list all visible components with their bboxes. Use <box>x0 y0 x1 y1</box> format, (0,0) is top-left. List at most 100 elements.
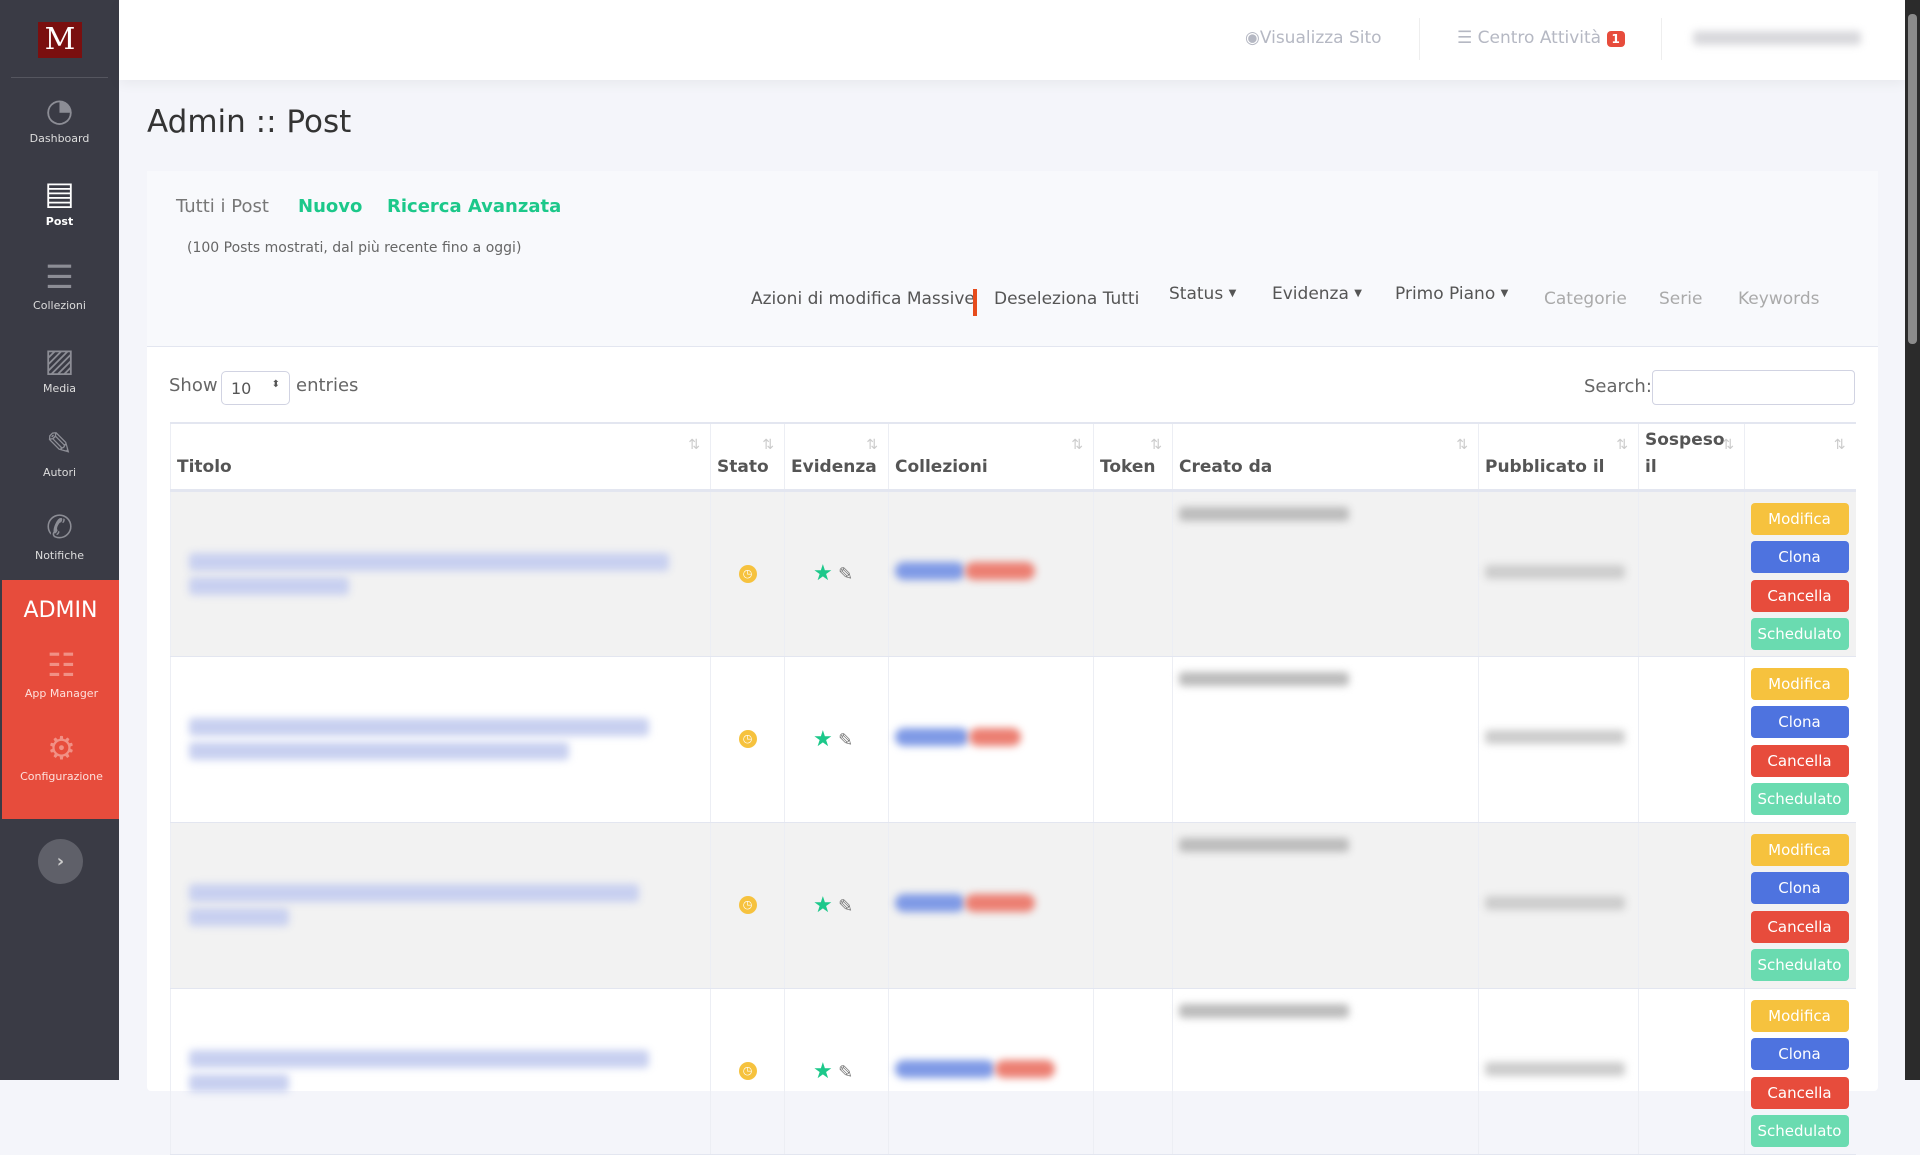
title-cell[interactable] <box>170 822 711 989</box>
sort-icon: ⇅ <box>1071 437 1083 453</box>
clone-button[interactable]: Clona <box>1750 541 1849 574</box>
images-icon: ▨ <box>44 341 75 379</box>
scheduled-button[interactable]: Schedulato <box>1750 1115 1849 1148</box>
search-input[interactable] <box>1652 370 1855 405</box>
highlighter-icon[interactable]: ✎ <box>838 1061 854 1083</box>
tab-new[interactable]: Nuovo <box>298 196 363 217</box>
scheduled-button[interactable]: Schedulato <box>1750 783 1849 816</box>
status-dropdown[interactable]: Status ▼ <box>1169 284 1236 304</box>
star-icon[interactable]: ★ <box>813 726 833 752</box>
scrollbar-thumb[interactable] <box>1908 14 1917 344</box>
evidenza-cell: ★ ✎ <box>784 490 889 657</box>
logo[interactable]: M <box>38 22 82 58</box>
primo-piano-dropdown[interactable]: Primo Piano ▼ <box>1395 284 1508 304</box>
view-site-link[interactable]: ◉Visualizza Sito <box>1245 28 1382 48</box>
sidebar-item-media[interactable]: ▨ Media <box>0 342 119 395</box>
highlighter-icon[interactable]: ✎ <box>838 729 854 751</box>
title-blurred <box>189 576 349 595</box>
sidebar-item-post[interactable]: ▤ Post <box>0 175 119 228</box>
creator-cell <box>1172 988 1479 1155</box>
column-header[interactable]: ⇅ <box>1744 422 1856 492</box>
clock-icon: ◷ <box>738 1062 757 1080</box>
star-icon[interactable]: ★ <box>813 892 833 918</box>
star-icon[interactable]: ★ <box>813 561 833 586</box>
collection-badge <box>895 562 965 580</box>
sidebar-item-notifiche[interactable]: ✆ Notifiche <box>0 509 119 562</box>
column-header[interactable]: ⇅ Sospeso il <box>1638 422 1745 492</box>
published-cell <box>1478 988 1639 1155</box>
updown-icon: ⬍ <box>271 379 280 390</box>
delete-button[interactable]: Cancella <box>1750 744 1849 777</box>
highlighter-icon[interactable]: ✎ <box>838 895 854 917</box>
label: Notifiche <box>34 549 85 562</box>
sort-icon: ⇅ <box>688 437 700 453</box>
column-header[interactable]: ⇅ Creato da <box>1172 422 1479 492</box>
star-icon[interactable]: ★ <box>813 1058 833 1084</box>
card-header: Tutti i Post Nuovo Ricerca Avanzata (100… <box>147 171 1878 347</box>
clock-icon: ◷ <box>738 896 757 914</box>
table-row: ◷ ★ ✎ Modifica Clona Cancella Schedulato <box>170 822 1856 989</box>
serie-button[interactable]: Serie <box>1659 289 1703 309</box>
token-cell <box>1093 822 1173 989</box>
clone-button[interactable]: Clona <box>1750 706 1849 739</box>
list-icon: ☰ <box>1457 28 1478 48</box>
caret-down-icon: ▼ <box>1354 288 1362 299</box>
title-cell[interactable] <box>170 988 711 1155</box>
edit-button[interactable]: Modifica <box>1750 999 1849 1032</box>
sidebar-item-autori[interactable]: ✎ Autori <box>0 426 119 479</box>
label: App Manager <box>24 687 99 700</box>
column-label: Evidenza <box>791 456 877 477</box>
sidebar-item-collezioni[interactable]: ☰ Collezioni <box>0 259 119 312</box>
sort-icon: ⇅ <box>1722 437 1734 453</box>
posts-card: Tutti i Post Nuovo Ricerca Avanzata (100… <box>147 171 1878 1155</box>
evidenza-cell: ★ ✎ <box>784 822 889 989</box>
notification-badge: 1 <box>1606 31 1625 47</box>
scrollbar[interactable] <box>1905 0 1920 1080</box>
user-menu[interactable] <box>1693 30 1861 50</box>
highlighter-icon[interactable]: ✎ <box>838 564 854 585</box>
sort-icon: ⇅ <box>1150 437 1162 453</box>
actions-cell: Modifica Clona Cancella Schedulato <box>1744 656 1856 823</box>
caret-down-icon: ▼ <box>1228 288 1237 299</box>
scheduled-button[interactable]: Schedulato <box>1750 618 1849 651</box>
expand-sidebar-button[interactable]: › <box>38 839 83 884</box>
token-cell <box>1093 988 1173 1155</box>
tab-all-posts[interactable]: Tutti i Post <box>176 196 269 217</box>
column-header[interactable]: ⇅ Collezioni <box>888 422 1094 492</box>
title-cell[interactable] <box>170 490 711 657</box>
evidenza-dropdown[interactable]: Evidenza ▼ <box>1272 284 1362 304</box>
sort-icon: ⇅ <box>762 437 774 453</box>
keywords-button[interactable]: Keywords <box>1738 289 1820 309</box>
sidebar-item-dashboard[interactable]: ◔ Dashboard <box>0 92 119 145</box>
categorie-button[interactable]: Categorie <box>1544 289 1627 309</box>
activity-center-link[interactable]: ☰ Centro Attività 1 <box>1457 28 1625 48</box>
sidebar-item-configurazione[interactable]: ⚙ Configurazione <box>2 730 121 783</box>
sidebar: M ◔ Dashboard ▤ Post ☰ Collezioni ▨ Media ✎ A… <box>0 0 119 1080</box>
tab-advanced-search[interactable]: Ricerca Avanzata <box>387 196 562 217</box>
edit-button[interactable]: Modifica <box>1750 833 1849 866</box>
column-header[interactable]: ⇅ Pubblicato il <box>1478 422 1639 492</box>
edit-button[interactable]: Modifica <box>1750 667 1849 700</box>
delete-button[interactable]: Cancella <box>1750 579 1849 612</box>
column-header[interactable]: ⇅ Stato <box>710 422 785 492</box>
collections-cell <box>888 490 1094 657</box>
sliders-icon: ☷ <box>47 646 76 684</box>
label: Autori <box>42 466 77 479</box>
column-label: Titolo <box>177 456 232 477</box>
delete-button[interactable]: Cancella <box>1750 1076 1849 1109</box>
edit-button[interactable]: Modifica <box>1750 502 1849 535</box>
column-header[interactable]: ⇅ Token <box>1093 422 1173 492</box>
clone-button[interactable]: Clona <box>1750 1038 1849 1071</box>
deselect-all-button[interactable]: Deseleziona Tutti <box>994 289 1140 309</box>
collection-badge <box>995 1059 1055 1078</box>
sidebar-item-app-manager[interactable]: ☷ App Manager <box>2 647 121 700</box>
cogs-icon: ⚙ <box>47 729 76 767</box>
column-header[interactable]: ⇅ Evidenza <box>784 422 889 492</box>
entries-select[interactable]: 10 ⬍ <box>221 371 290 405</box>
scheduled-button[interactable]: Schedulato <box>1750 949 1849 982</box>
clone-button[interactable]: Clona <box>1750 872 1849 905</box>
delete-button[interactable]: Cancella <box>1750 910 1849 943</box>
title-cell[interactable] <box>170 656 711 823</box>
published-cell <box>1478 822 1639 989</box>
column-header[interactable]: ⇅ Titolo <box>170 422 711 492</box>
